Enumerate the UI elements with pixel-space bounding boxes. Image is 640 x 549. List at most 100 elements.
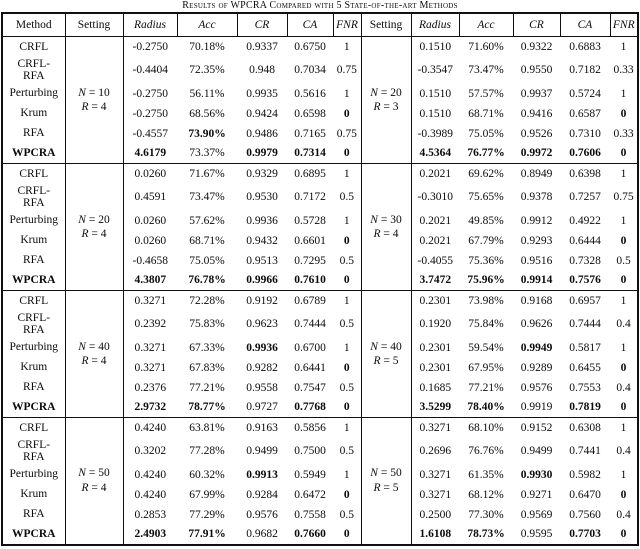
table-row: Krum 0.0260 68.71% 0.9432 0.6601 0 0.2021 67.79… bbox=[2, 230, 638, 251]
cell-acc-right: 68.71% bbox=[468, 107, 504, 120]
cell-ca-left: 0.7558 bbox=[294, 508, 326, 521]
col-header-fnr-right: FNR bbox=[609, 12, 639, 37]
cell-cr-right: 0.9569 bbox=[520, 508, 553, 521]
table-row: CRFL- RFA 0.2392 75.83% 0.9623 0.7444 0.5 0.192… bbox=[2, 310, 638, 338]
cell-acc-right: 73.98% bbox=[459, 290, 513, 311]
cell-acc-left: 68.71% bbox=[189, 234, 225, 247]
results-table: Method Setting Radius Acc CR CA FNR Setting Radi… bbox=[1, 12, 639, 546]
cell-radius-left: 0.3271 bbox=[134, 361, 167, 374]
cell-acc-left: 68.56% bbox=[189, 107, 225, 120]
cell-radius-left: -0.4557 bbox=[132, 127, 168, 140]
cell-cr-left: 0.9979 bbox=[246, 147, 278, 160]
cell-cr-left: 0.9163 bbox=[237, 417, 287, 438]
setting-cell-left: N = 40 R = 4 bbox=[64, 290, 124, 418]
cell-fnr-right: 1 bbox=[610, 417, 638, 438]
cell-radius-left: 0.0260 bbox=[134, 234, 167, 247]
cell-acc-right: 69.62% bbox=[459, 163, 513, 184]
cell-acc-left: 67.99% bbox=[189, 488, 225, 501]
cell-method-rfa: RFA bbox=[2, 250, 66, 271]
col-header-acc-right: Acc bbox=[458, 12, 514, 37]
cell-cr-right: 0.9972 bbox=[520, 147, 553, 160]
cell-cr-left: 0.9424 bbox=[246, 107, 278, 120]
table-row: RFA 0.2853 77.29% 0.9576 0.7558 0.5 0.2500 77.3… bbox=[2, 504, 638, 525]
cell-cr-left: 0.9192 bbox=[237, 290, 287, 311]
cell-ca-left: 0.7295 bbox=[294, 254, 326, 267]
cell-acc-left: 72.35% bbox=[189, 64, 225, 76]
cell-radius-right: 3.5299 bbox=[419, 401, 452, 414]
cell-radius-left: 0.3271 bbox=[134, 341, 167, 354]
cell-ca-right: 0.5817 bbox=[569, 341, 601, 354]
cell-fnr-left: 0.75 bbox=[336, 64, 357, 76]
cell-fnr-right: 0.4 bbox=[616, 381, 631, 394]
table-row: CRFL N = 40 R = 4 0.3271 72.28% 0.9192 0.6789 1… bbox=[2, 290, 638, 418]
cell-cr-left: 0.9682 bbox=[246, 528, 278, 540]
cell-method-wpcra: WPCRA bbox=[2, 524, 66, 545]
table-row: Krum 0.3271 67.83% 0.9282 0.6441 0 0.2301 67.95… bbox=[2, 357, 638, 378]
cell-cr-right: 0.9949 bbox=[520, 341, 553, 354]
cell-fnr-right: 0 bbox=[620, 528, 627, 540]
cell-ca-left: 0.6598 bbox=[294, 107, 326, 120]
cell-acc-left: 60.32% bbox=[189, 468, 225, 481]
cell-ca-left: 0.6789 bbox=[287, 290, 333, 311]
cell-ca-left: 0.7314 bbox=[294, 147, 326, 160]
cell-cr-right: 0.9526 bbox=[520, 127, 553, 140]
cell-ca-left: 0.7500 bbox=[294, 445, 326, 457]
cell-fnr-left: 1 bbox=[333, 290, 361, 311]
cell-fnr-left: 0 bbox=[343, 147, 350, 160]
cell-ca-left: 0.7444 bbox=[294, 318, 326, 330]
cell-fnr-right: 0 bbox=[620, 401, 627, 414]
table-title: Results of WPCRA Compared with 5 State-o… bbox=[182, 0, 458, 11]
cell-fnr-right: 0.33 bbox=[613, 127, 634, 140]
cell-ca-right: 0.7310 bbox=[569, 127, 601, 140]
cell-radius-right: 0.2021 bbox=[411, 163, 459, 184]
cell-ca-left: 0.7034 bbox=[294, 64, 326, 76]
cell-acc-left: 63.81% bbox=[177, 417, 237, 438]
cell-ca-right: 0.7560 bbox=[569, 508, 601, 521]
cell-cr-right: 0.9168 bbox=[513, 290, 560, 311]
cell-radius-left: 0.2376 bbox=[134, 381, 167, 394]
cell-radius-left: 2.9732 bbox=[134, 401, 167, 414]
cell-cr-right: 0.9930 bbox=[520, 468, 553, 481]
cell-method-rfa: RFA bbox=[2, 504, 66, 525]
table-row: WPCRA 4.3807 76.78% 0.9966 0.7610 0 3.7472 75.9… bbox=[2, 270, 638, 291]
cell-ca-left: 0.5949 bbox=[294, 468, 326, 481]
cell-fnr-right: 1 bbox=[620, 341, 627, 354]
cell-cr-right: 0.8949 bbox=[513, 163, 560, 184]
table-body: CRFL N = 10 R = 4 -0.2750 70.18% 0.9337 0.6750… bbox=[2, 36, 638, 545]
cell-ca-right: 0.5982 bbox=[569, 468, 601, 481]
cell-fnr-right: 0 bbox=[620, 361, 627, 374]
cell-fnr-right: 0 bbox=[620, 234, 627, 247]
cell-cr-left: 0.948 bbox=[249, 64, 275, 76]
cell-fnr-right: 1 bbox=[620, 214, 627, 227]
cell-cr-right: 0.9293 bbox=[520, 234, 553, 247]
cell-radius-right: 0.2021 bbox=[419, 214, 452, 227]
cell-radius-left: 2.4903 bbox=[134, 528, 167, 540]
cell-ca-right: 0.6444 bbox=[569, 234, 601, 247]
cell-cr-left: 0.9329 bbox=[237, 163, 287, 184]
cell-fnr-left: 1 bbox=[343, 341, 350, 354]
cell-radius-left: 0.2392 bbox=[134, 318, 167, 330]
cell-cr-left: 0.9432 bbox=[246, 234, 278, 247]
cell-ca-right: 0.6883 bbox=[569, 40, 601, 53]
col-header-ca-right: CA bbox=[559, 12, 611, 37]
cell-ca-right: 0.7576 bbox=[569, 274, 601, 287]
cell-acc-left: 67.33% bbox=[189, 341, 225, 354]
cell-ca-right: 0.6398 bbox=[560, 163, 610, 184]
cell-cr-left: 0.9530 bbox=[246, 191, 278, 203]
col-header-cr: CR bbox=[236, 12, 288, 37]
cell-fnr-left: 0.75 bbox=[336, 127, 357, 140]
cell-acc-right: 68.12% bbox=[468, 488, 504, 501]
table-row: CRFL N = 50 R = 4 0.4240 63.81% 0.9163 0.5856 1… bbox=[2, 417, 638, 545]
cell-radius-left: 0.4240 bbox=[123, 417, 177, 438]
setting-cell-right: N = 20 R = 3 bbox=[360, 36, 412, 164]
cell-ca-left: 0.7547 bbox=[294, 381, 326, 394]
cell-acc-right: 78.73% bbox=[467, 528, 505, 540]
cell-acc-left: 70.18% bbox=[189, 40, 225, 53]
cell-acc-right: 75.84% bbox=[468, 318, 504, 330]
cell-acc-right: 67.95% bbox=[468, 361, 504, 374]
col-header-setting: Setting bbox=[64, 12, 124, 37]
table-row: Krum -0.2750 68.56% 0.9424 0.6598 0 0.1510 68.7… bbox=[2, 103, 638, 124]
cell-cr-right: 0.9416 bbox=[520, 107, 553, 120]
cell-radius-left: 0.2853 bbox=[134, 508, 167, 521]
